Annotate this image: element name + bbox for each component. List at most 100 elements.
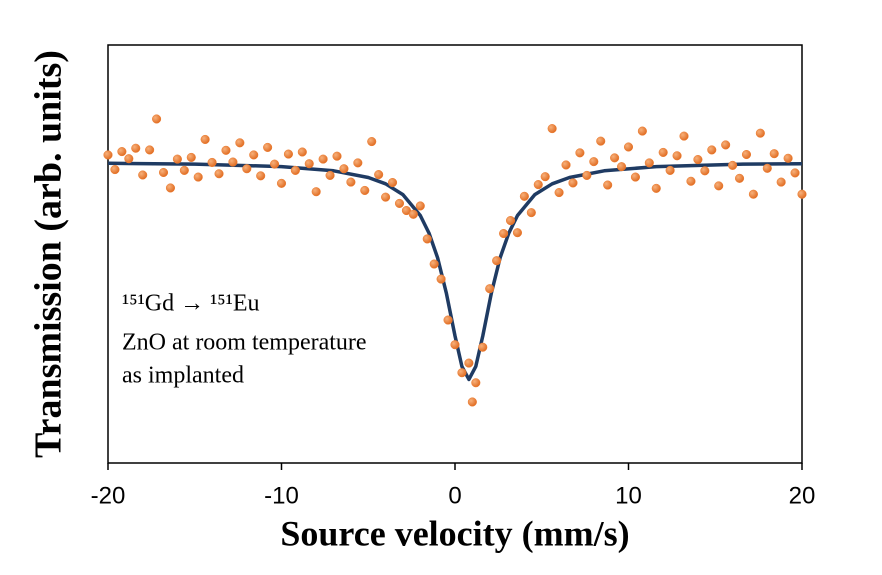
data-point xyxy=(311,187,321,197)
fit-line xyxy=(107,161,803,382)
data-point xyxy=(401,205,411,216)
data-point xyxy=(790,168,800,178)
x-axis-label: Source velocity (mm/s) xyxy=(280,513,629,553)
data-point xyxy=(228,157,238,167)
data-point xyxy=(387,177,398,188)
data-point xyxy=(547,124,557,134)
data-point xyxy=(679,131,689,141)
data-point xyxy=(103,150,113,160)
data-point xyxy=(117,147,127,157)
data-point xyxy=(249,150,259,160)
data-point xyxy=(728,160,738,170)
data-point xyxy=(263,142,273,152)
data-point xyxy=(748,189,758,199)
x-tick-label: -10 xyxy=(264,482,299,509)
data-point xyxy=(797,189,807,199)
data-point xyxy=(158,167,169,178)
data-point xyxy=(318,154,328,164)
x-tick-label: 0 xyxy=(448,482,461,509)
data-point xyxy=(110,165,120,175)
data-point xyxy=(651,183,661,193)
data-point xyxy=(575,148,585,158)
data-point xyxy=(429,259,439,269)
data-point xyxy=(443,315,453,325)
data-point xyxy=(762,163,772,173)
data-point xyxy=(505,216,516,226)
data-point xyxy=(131,143,141,153)
data-point xyxy=(499,228,509,239)
data-point xyxy=(533,180,543,190)
plot-frame xyxy=(107,44,803,464)
data-point xyxy=(200,134,210,145)
data-point xyxy=(471,378,481,388)
data-point xyxy=(596,136,606,146)
data-point xyxy=(492,256,502,266)
data-point xyxy=(630,172,640,182)
data-point xyxy=(339,164,349,174)
data-point xyxy=(290,165,300,175)
data-point xyxy=(346,177,356,187)
data-point xyxy=(623,142,634,152)
data-point xyxy=(353,158,363,168)
data-point xyxy=(172,154,182,164)
data-point xyxy=(186,152,196,162)
data-point xyxy=(467,397,477,407)
data-point xyxy=(457,368,467,378)
data-point xyxy=(755,128,765,138)
data-point xyxy=(436,274,446,284)
data-point xyxy=(165,183,176,193)
data-point xyxy=(152,114,162,124)
data-point xyxy=(512,228,523,238)
annotation: as implanted xyxy=(122,363,244,389)
plot-area: -20 -10 0 10 20 ¹⁵¹Gd → ¹⁵¹Eu ZnO at room temp… xyxy=(91,44,816,509)
data-point xyxy=(776,177,786,187)
data-point xyxy=(665,165,675,175)
data-point xyxy=(235,138,245,148)
x-tick-label: 10 xyxy=(615,482,642,509)
data-point xyxy=(214,169,224,179)
data-point xyxy=(714,181,724,191)
data-point xyxy=(283,149,293,159)
data-point xyxy=(658,147,668,157)
x-tick-label: -20 xyxy=(91,482,126,509)
data-point xyxy=(554,188,564,198)
data-point xyxy=(734,173,745,183)
data-point xyxy=(242,164,252,174)
data-point xyxy=(145,145,155,155)
data-point xyxy=(686,176,696,186)
data-point xyxy=(603,180,613,190)
data-point xyxy=(568,178,578,188)
data-point xyxy=(637,126,647,136)
data-point xyxy=(526,208,536,218)
data-point xyxy=(422,234,432,244)
data-point xyxy=(374,170,384,180)
data-point xyxy=(325,170,335,180)
data-point xyxy=(783,153,793,163)
data-point xyxy=(672,151,682,161)
data-point xyxy=(450,340,460,350)
data-point xyxy=(540,172,550,182)
data-point xyxy=(610,153,620,163)
data-point xyxy=(644,158,654,168)
data-point xyxy=(693,154,703,165)
data-point xyxy=(124,154,134,164)
data-point xyxy=(193,172,203,182)
data-point xyxy=(304,159,314,169)
data-point xyxy=(408,209,418,219)
data-point xyxy=(464,358,474,368)
data-point xyxy=(707,145,717,155)
data-point xyxy=(700,166,710,176)
data-point xyxy=(270,159,280,169)
data-point xyxy=(297,147,307,157)
data-point xyxy=(582,170,592,180)
data-point xyxy=(381,192,391,202)
data-point xyxy=(276,178,287,188)
x-tick-label: 20 xyxy=(789,482,816,509)
data-point xyxy=(769,149,779,159)
y-axis-label: Transmission (arb. units) xyxy=(28,50,70,458)
data-point xyxy=(561,160,571,170)
data-point xyxy=(360,185,370,196)
data-point xyxy=(256,171,266,181)
